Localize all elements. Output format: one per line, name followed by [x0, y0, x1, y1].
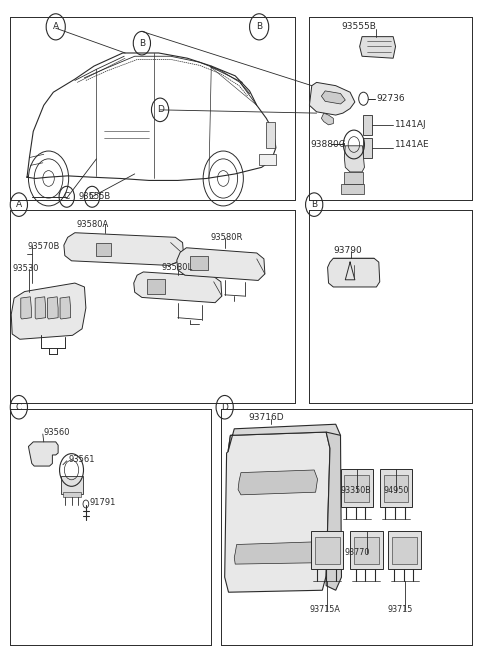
Bar — [60, 476, 84, 494]
Text: 93790: 93790 — [333, 246, 362, 255]
Text: 1141AE: 1141AE — [395, 140, 429, 149]
Bar — [363, 138, 372, 158]
Polygon shape — [234, 542, 317, 564]
Text: 93880G: 93880G — [310, 140, 346, 149]
Text: 93580L: 93580L — [161, 263, 192, 272]
Text: D: D — [221, 403, 228, 412]
Polygon shape — [134, 272, 222, 303]
Bar — [344, 172, 362, 183]
Polygon shape — [177, 248, 265, 280]
Text: 91791: 91791 — [89, 498, 116, 506]
Bar — [266, 122, 275, 148]
Polygon shape — [64, 233, 183, 265]
Bar — [96, 242, 111, 255]
Text: A: A — [53, 22, 59, 31]
Text: 94950: 94950 — [384, 487, 409, 495]
Polygon shape — [388, 531, 421, 569]
Polygon shape — [327, 258, 380, 287]
Text: C: C — [89, 193, 95, 201]
Bar — [341, 183, 364, 193]
Polygon shape — [238, 470, 318, 495]
Bar — [384, 475, 408, 502]
Text: 93570B: 93570B — [27, 242, 60, 251]
Bar — [63, 492, 81, 497]
Bar — [190, 255, 208, 270]
Text: 93716D: 93716D — [249, 413, 284, 422]
Polygon shape — [21, 297, 31, 319]
Polygon shape — [11, 283, 86, 339]
Polygon shape — [322, 113, 333, 125]
Bar — [315, 536, 339, 564]
Text: A: A — [16, 200, 22, 209]
Text: B: B — [139, 39, 145, 48]
Text: 93350B: 93350B — [340, 487, 371, 495]
Bar — [259, 154, 276, 166]
Text: 93770: 93770 — [344, 548, 370, 557]
Polygon shape — [28, 442, 58, 466]
Bar — [363, 115, 372, 135]
Text: 93530: 93530 — [12, 264, 39, 273]
Bar — [344, 475, 369, 502]
Text: C: C — [16, 403, 22, 412]
Polygon shape — [310, 83, 355, 115]
Polygon shape — [326, 432, 341, 590]
Polygon shape — [350, 531, 383, 569]
Text: 93715: 93715 — [387, 605, 413, 614]
Polygon shape — [344, 146, 364, 172]
Text: D: D — [156, 105, 164, 115]
Text: 93560: 93560 — [44, 428, 70, 437]
Text: 93715A: 93715A — [310, 605, 340, 614]
Text: B: B — [311, 200, 317, 209]
Polygon shape — [340, 470, 373, 507]
Bar — [147, 279, 165, 293]
Polygon shape — [60, 297, 71, 319]
Text: 93555B: 93555B — [341, 22, 376, 31]
Polygon shape — [360, 37, 396, 58]
Polygon shape — [228, 424, 340, 452]
Text: C: C — [64, 193, 70, 201]
Bar — [354, 536, 379, 564]
Polygon shape — [311, 531, 343, 569]
Bar — [392, 536, 417, 564]
Text: 1141AJ: 1141AJ — [395, 121, 426, 130]
Text: 93561: 93561 — [69, 455, 95, 464]
Polygon shape — [35, 297, 46, 319]
Polygon shape — [225, 432, 330, 592]
Polygon shape — [48, 297, 58, 319]
Text: 93555B: 93555B — [78, 193, 110, 201]
Text: B: B — [256, 22, 262, 31]
Polygon shape — [380, 470, 412, 507]
Text: 93580A: 93580A — [76, 219, 108, 229]
Text: 93580R: 93580R — [210, 233, 243, 242]
Text: 92736: 92736 — [376, 94, 405, 103]
Polygon shape — [322, 91, 345, 104]
